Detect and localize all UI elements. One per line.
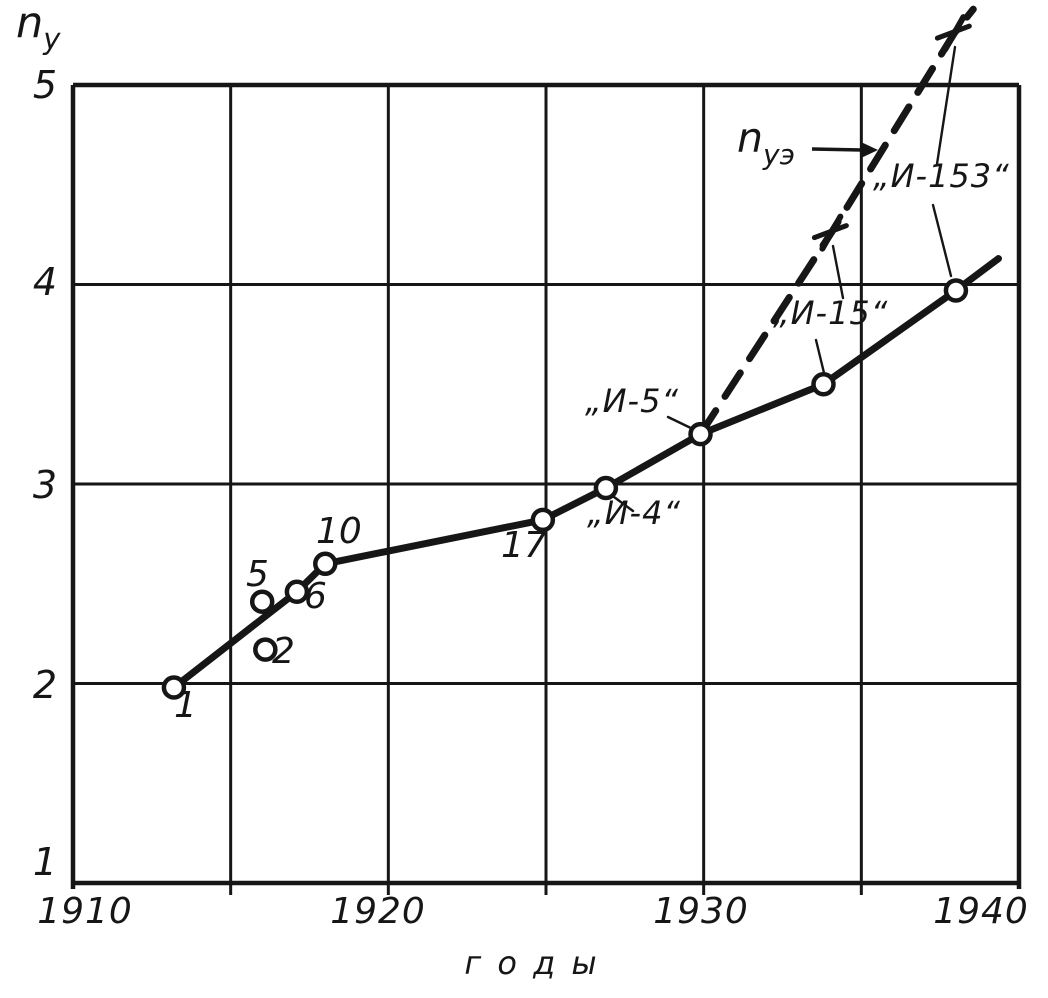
- y-axis-title-base: n: [16, 0, 44, 48]
- leader-i153-upper: [935, 45, 957, 166]
- y-tick-label-4: 4: [32, 260, 58, 304]
- y-tick-label-1: 1: [32, 840, 58, 884]
- leader-i15-upper: [831, 244, 845, 300]
- marker-circle-s0-p7: [943, 278, 969, 303]
- marker-circle-s0-p1: [284, 579, 310, 604]
- marker-circle-s0-p2: [313, 551, 338, 577]
- marker-circle-s0-p3: [530, 507, 556, 533]
- point-label-10: 10: [316, 511, 362, 552]
- dashed-series-label-subscript: уэ: [763, 137, 795, 171]
- marker-circle-s0-p5: [688, 421, 713, 447]
- dashed-label-arrow-shaft: [811, 147, 863, 152]
- x-tick-label-1920: 1920: [330, 891, 426, 932]
- x-tick-label-1910: 1910: [37, 891, 133, 932]
- aircraft-label-i4: „И-4“: [587, 494, 681, 532]
- marker-circle-s1-p0: [253, 637, 278, 662]
- leader-i153-lower: [931, 203, 953, 278]
- y-axis-title-subscript: у: [43, 22, 61, 57]
- marker-circle-s1-p1: [249, 589, 275, 614]
- aircraft-label-i5: „И-5“: [585, 382, 679, 420]
- point-label-1: 1: [174, 685, 197, 726]
- marker-circle-s0-p0: [161, 675, 187, 700]
- point-label-5: 5: [246, 554, 269, 595]
- aircraft-label-i15: „И-15“: [773, 294, 889, 332]
- marker-circle-s0-p4: [593, 475, 619, 501]
- marker-x-shallow-s2-p1: [811, 223, 849, 241]
- series-line-dashed: [697, 5, 977, 438]
- point-label-2: 2: [272, 631, 295, 672]
- marker-x-shallow-s2-p2: [934, 23, 972, 41]
- x-tick-label-1930: 1930: [653, 891, 749, 932]
- aircraft-label-i153: „И-153“: [873, 157, 1010, 195]
- marker-circle-s0-p6: [811, 372, 836, 397]
- dashed-series-label-base: n: [737, 114, 763, 162]
- y-tick-label-5: 5: [32, 63, 58, 107]
- dashed-series-label: nуэ: [737, 118, 795, 169]
- y-tick-label-3: 3: [32, 463, 58, 507]
- x-axis-title: г о д ы: [464, 944, 600, 982]
- point-label-6: 6: [304, 576, 327, 617]
- y-tick-label-2: 2: [32, 663, 58, 707]
- y-axis-title: nу: [16, 2, 60, 54]
- point-label-17: 17: [501, 525, 547, 566]
- leader-i15-lower: [814, 338, 827, 379]
- dashed-label-arrowhead: [861, 142, 878, 158]
- x-tick-label-1940: 1940: [933, 891, 1029, 932]
